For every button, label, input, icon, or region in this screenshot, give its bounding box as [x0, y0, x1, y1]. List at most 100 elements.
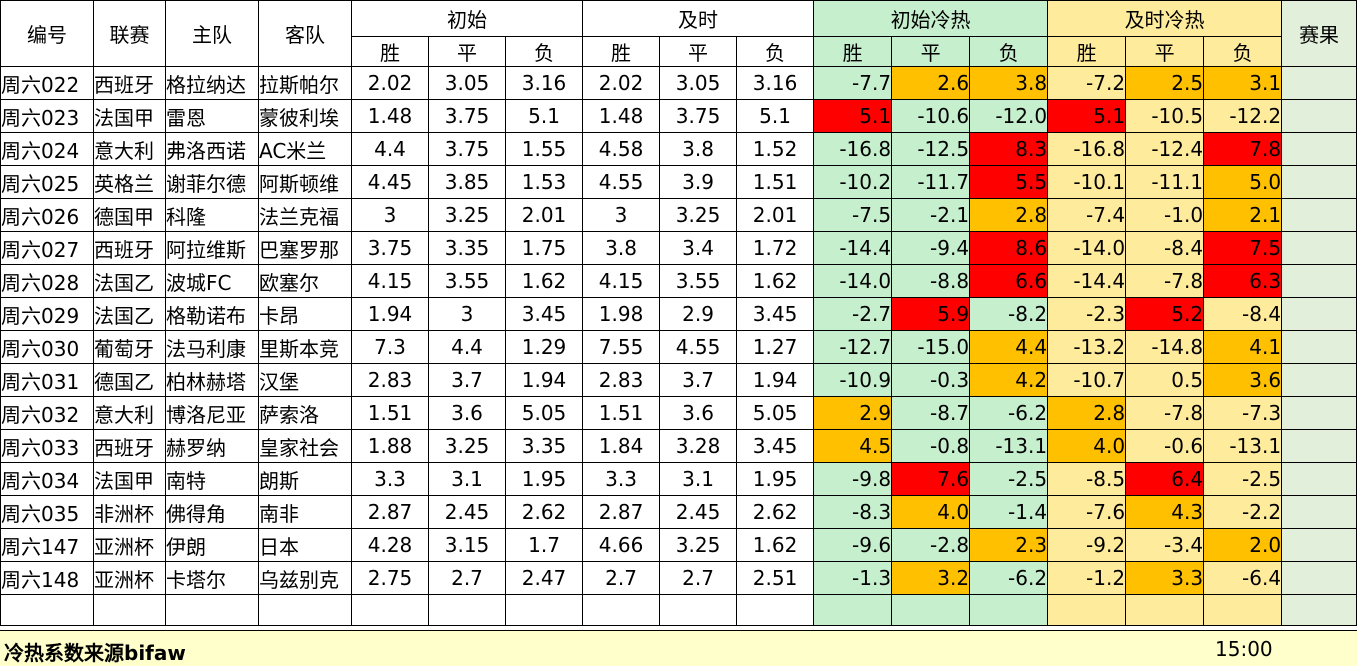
- header-initial[interactable]: 初始: [350, 0, 584, 37]
- cell-live-loss[interactable]: 1.62: [736, 528, 815, 562]
- cell-league[interactable]: 西班牙: [93, 429, 166, 463]
- empty-cell[interactable]: [165, 594, 259, 626]
- cell-live-win[interactable]: 7.55: [582, 330, 661, 364]
- cell-lheat-draw[interactable]: 6.4: [1125, 462, 1205, 496]
- cell-lheat-win[interactable]: -10.1: [1047, 165, 1127, 199]
- cell-initial-loss[interactable]: 1.75: [504, 231, 584, 265]
- cell-result[interactable]: [1281, 198, 1357, 232]
- cell-league[interactable]: 葡萄牙: [93, 330, 166, 364]
- cell-live-draw[interactable]: 3.8: [659, 132, 738, 166]
- cell-result[interactable]: [1281, 264, 1357, 298]
- empty-cell[interactable]: [504, 594, 584, 626]
- cell-lheat-loss[interactable]: 2.0: [1203, 528, 1283, 562]
- cell-iheat-draw[interactable]: 4.0: [891, 495, 971, 529]
- cell-league[interactable]: 英格兰: [93, 165, 166, 199]
- cell-id[interactable]: 周六022: [0, 66, 94, 100]
- cell-initial-win[interactable]: 7.3: [351, 330, 429, 364]
- cell-iheat-win[interactable]: -2.7: [813, 297, 893, 331]
- cell-iheat-draw[interactable]: -12.5: [891, 132, 971, 166]
- cell-result[interactable]: [1281, 99, 1357, 133]
- header-live-heat[interactable]: 及时冷热: [1047, 0, 1283, 37]
- cell-live-win[interactable]: 3: [582, 198, 661, 232]
- header-league[interactable]: 联赛: [93, 0, 166, 67]
- cell-league[interactable]: 亚洲杯: [93, 561, 166, 595]
- cell-live-win[interactable]: 3.3: [582, 462, 661, 496]
- empty-cell[interactable]: [351, 594, 429, 626]
- cell-result[interactable]: [1281, 132, 1357, 166]
- cell-lheat-win[interactable]: -14.0: [1047, 231, 1127, 265]
- cell-initial-loss[interactable]: 1.53: [504, 165, 584, 199]
- cell-iheat-win[interactable]: -9.6: [813, 528, 893, 562]
- header-id[interactable]: 编号: [0, 0, 94, 67]
- cell-away[interactable]: 皇家社会: [258, 429, 352, 463]
- cell-league[interactable]: 意大利: [93, 396, 166, 430]
- cell-iheat-win[interactable]: -8.3: [813, 495, 893, 529]
- cell-away[interactable]: 朗斯: [258, 462, 352, 496]
- empty-cell[interactable]: [582, 594, 661, 626]
- cell-live-win[interactable]: 1.48: [582, 99, 661, 133]
- cell-away[interactable]: 蒙彼利埃: [258, 99, 352, 133]
- cell-league[interactable]: 法国乙: [93, 297, 166, 331]
- cell-live-win[interactable]: 4.66: [582, 528, 661, 562]
- cell-live-draw[interactable]: 3.6: [659, 396, 738, 430]
- cell-home[interactable]: 格勒诺布: [165, 297, 259, 331]
- cell-away[interactable]: 日本: [258, 528, 352, 562]
- cell-initial-loss[interactable]: 3.45: [504, 297, 584, 331]
- cell-result[interactable]: [1281, 297, 1357, 331]
- cell-initial-loss[interactable]: 5.1: [504, 99, 584, 133]
- cell-iheat-loss[interactable]: -8.2: [969, 297, 1049, 331]
- cell-initial-loss[interactable]: 2.01: [504, 198, 584, 232]
- header-initial-heat[interactable]: 初始冷热: [813, 0, 1049, 37]
- cell-iheat-loss[interactable]: -2.5: [969, 462, 1049, 496]
- cell-result[interactable]: [1281, 396, 1357, 430]
- cell-lheat-draw[interactable]: 5.2: [1125, 297, 1205, 331]
- cell-home[interactable]: 柏林赫塔: [165, 363, 259, 397]
- cell-id[interactable]: 周六026: [0, 198, 94, 232]
- cell-initial-draw[interactable]: 3.55: [428, 264, 506, 298]
- cell-away[interactable]: 南非: [258, 495, 352, 529]
- empty-cell[interactable]: [1125, 594, 1205, 626]
- cell-lheat-win[interactable]: -7.2: [1047, 66, 1127, 100]
- cell-lheat-loss[interactable]: -6.4: [1203, 561, 1283, 595]
- cell-live-draw[interactable]: 3.25: [659, 198, 738, 232]
- header-live-draw[interactable]: 平: [659, 36, 738, 67]
- cell-home[interactable]: 赫罗纳: [165, 429, 259, 463]
- cell-iheat-win[interactable]: -14.0: [813, 264, 893, 298]
- cell-iheat-draw[interactable]: 5.9: [891, 297, 971, 331]
- header-lheat-draw[interactable]: 平: [1125, 36, 1205, 67]
- cell-lheat-win[interactable]: -2.3: [1047, 297, 1127, 331]
- cell-initial-draw[interactable]: 3.25: [428, 198, 506, 232]
- cell-away[interactable]: 欧塞尔: [258, 264, 352, 298]
- cell-initial-loss[interactable]: 3.16: [504, 66, 584, 100]
- empty-cell[interactable]: [659, 594, 738, 626]
- header-initial-draw[interactable]: 平: [428, 36, 506, 67]
- cell-lheat-draw[interactable]: 4.3: [1125, 495, 1205, 529]
- cell-initial-win[interactable]: 1.88: [351, 429, 429, 463]
- cell-iheat-loss[interactable]: -6.2: [969, 561, 1049, 595]
- cell-away[interactable]: 阿斯顿维: [258, 165, 352, 199]
- cell-live-draw[interactable]: 2.9: [659, 297, 738, 331]
- cell-lheat-win[interactable]: 5.1: [1047, 99, 1127, 133]
- header-live[interactable]: 及时: [582, 0, 815, 37]
- cell-iheat-win[interactable]: -10.9: [813, 363, 893, 397]
- cell-iheat-loss[interactable]: -12.0: [969, 99, 1049, 133]
- cell-lheat-draw[interactable]: 2.5: [1125, 66, 1205, 100]
- cell-away[interactable]: 法兰克福: [258, 198, 352, 232]
- cell-league[interactable]: 意大利: [93, 132, 166, 166]
- cell-iheat-draw[interactable]: -9.4: [891, 231, 971, 265]
- cell-home[interactable]: 伊朗: [165, 528, 259, 562]
- cell-lheat-win[interactable]: -16.8: [1047, 132, 1127, 166]
- cell-id[interactable]: 周六025: [0, 165, 94, 199]
- cell-iheat-draw[interactable]: -0.8: [891, 429, 971, 463]
- cell-iheat-loss[interactable]: 5.5: [969, 165, 1049, 199]
- cell-live-win[interactable]: 1.98: [582, 297, 661, 331]
- cell-result[interactable]: [1281, 429, 1357, 463]
- cell-result[interactable]: [1281, 561, 1357, 595]
- cell-initial-draw[interactable]: 4.4: [428, 330, 506, 364]
- cell-iheat-win[interactable]: -7.5: [813, 198, 893, 232]
- cell-live-win[interactable]: 3.8: [582, 231, 661, 265]
- cell-away[interactable]: 乌兹别克: [258, 561, 352, 595]
- cell-lheat-loss[interactable]: 2.1: [1203, 198, 1283, 232]
- cell-lheat-loss[interactable]: 5.0: [1203, 165, 1283, 199]
- cell-live-loss[interactable]: 2.51: [736, 561, 815, 595]
